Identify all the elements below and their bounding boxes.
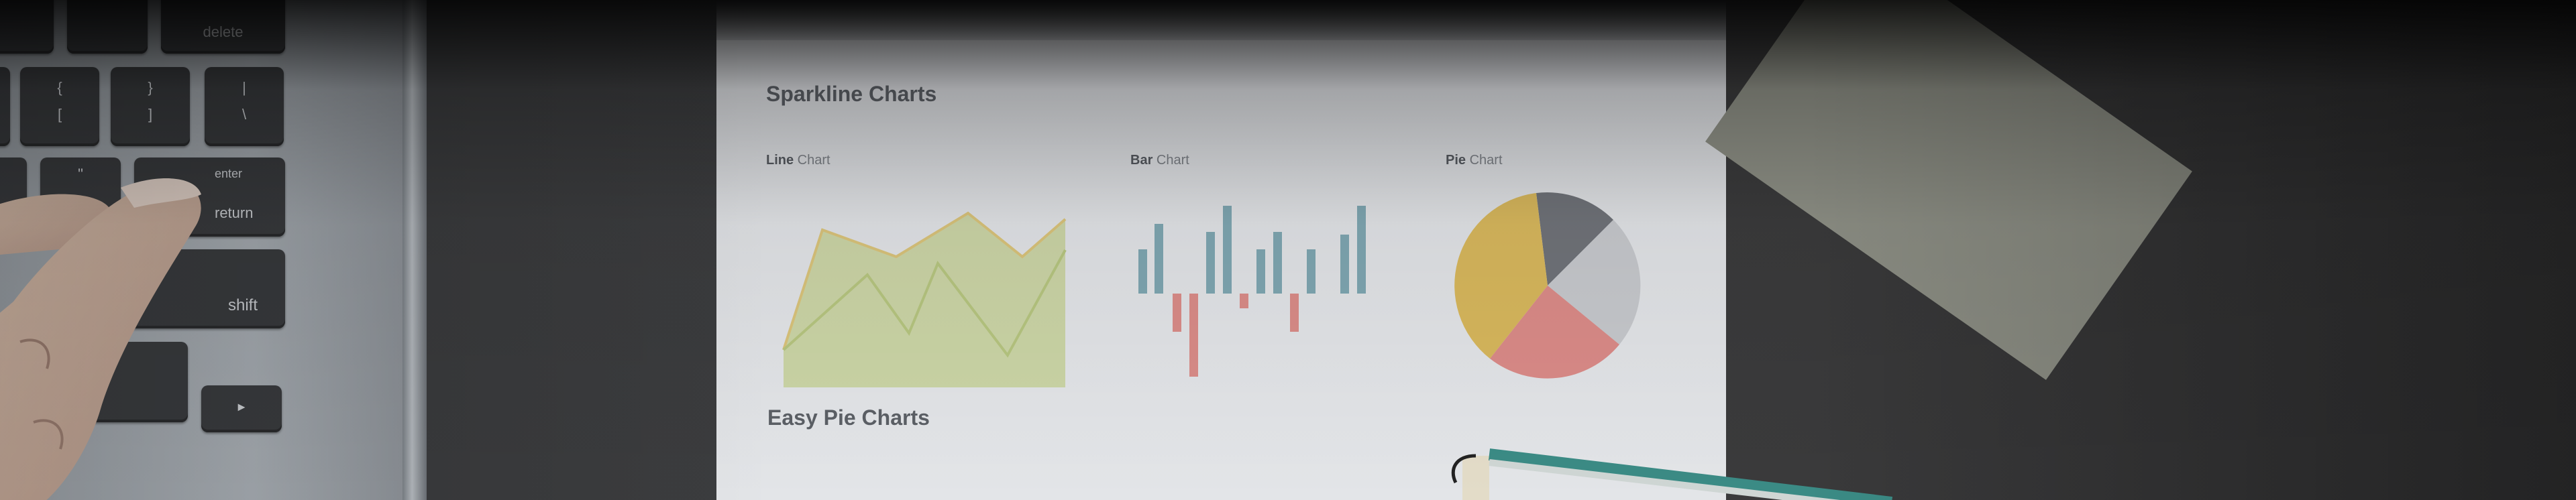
bar bbox=[1206, 232, 1215, 294]
key-label: ] bbox=[148, 106, 153, 123]
key-label: { bbox=[57, 79, 62, 96]
key-backslash: | \ bbox=[205, 67, 284, 146]
bar bbox=[1223, 206, 1232, 294]
bar bbox=[1340, 235, 1349, 294]
bar bbox=[1240, 294, 1248, 308]
bar bbox=[1357, 206, 1366, 294]
hand bbox=[0, 178, 201, 500]
bar bbox=[1256, 249, 1265, 294]
key-label: \ bbox=[241, 106, 247, 123]
key-delete: delete bbox=[161, 0, 285, 54]
bar bbox=[1290, 294, 1299, 332]
bar bbox=[1155, 224, 1163, 294]
key-left-partial2 bbox=[0, 67, 10, 146]
key-brace-close: } ] bbox=[111, 67, 190, 146]
bar bbox=[1273, 232, 1282, 294]
key-label: } bbox=[148, 79, 153, 96]
key-brace-open: { [ bbox=[20, 67, 99, 146]
pie-chart bbox=[1454, 192, 1641, 379]
laptop-edge bbox=[402, 0, 427, 500]
bar-chart bbox=[1138, 206, 1366, 377]
key-minus bbox=[67, 0, 148, 54]
bar bbox=[1138, 249, 1147, 294]
bar bbox=[1173, 294, 1181, 332]
key-label: [ bbox=[57, 106, 62, 123]
sticky-note bbox=[1705, 0, 2192, 380]
key-left-partial bbox=[0, 0, 54, 54]
bar bbox=[1307, 249, 1316, 294]
key-label: | bbox=[242, 79, 246, 96]
printed-charts bbox=[782, 192, 1641, 387]
bar bbox=[1189, 294, 1198, 377]
eyeglasses bbox=[1451, 448, 1893, 500]
key-label: delete bbox=[203, 23, 244, 40]
